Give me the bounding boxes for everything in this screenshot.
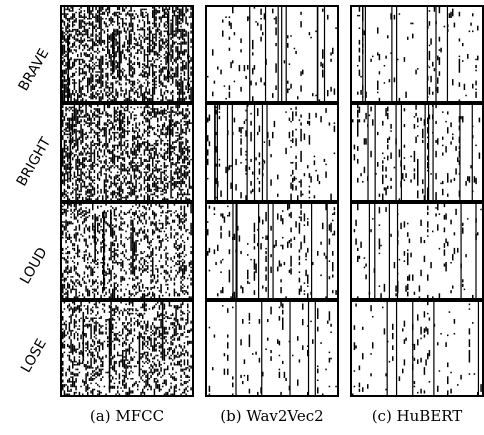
raster-texture	[62, 302, 192, 395]
panel-hubert-bright	[350, 103, 484, 202]
panel-hubert-loud	[350, 202, 484, 300]
row-label-brave: BRAVE	[15, 46, 53, 94]
panel-hubert-lose	[350, 300, 484, 397]
caption-hubert: (c) HuBERT	[371, 407, 463, 425]
row-label-lose: LOSE	[18, 336, 50, 376]
panel-wav2vec2-brave	[205, 5, 339, 103]
raster-texture	[352, 105, 481, 200]
caption-mfcc: (a) MFCC	[89, 407, 165, 425]
raster-texture	[357, 7, 479, 101]
panel-mfcc-lose	[60, 300, 194, 397]
raster-texture	[62, 204, 192, 298]
panel-hubert-brave	[350, 5, 484, 103]
raster-texture	[352, 302, 482, 395]
raster-texture	[62, 105, 192, 200]
caption-wav2vec2: (b) Wav2Vec2	[220, 407, 324, 425]
raster-texture	[207, 204, 337, 298]
raster-texture	[207, 105, 336, 200]
raster-texture	[62, 7, 192, 101]
raster-texture	[207, 7, 337, 101]
panel-wav2vec2-loud	[205, 202, 339, 300]
row-label-bright: BRIGHT	[13, 134, 55, 190]
panel-wav2vec2-lose	[205, 300, 339, 397]
row-label-loud: LOUD	[17, 244, 51, 288]
raster-texture	[353, 204, 482, 298]
panel-mfcc-brave	[60, 5, 194, 103]
raster-texture	[208, 302, 337, 395]
panel-wav2vec2-bright	[205, 103, 339, 202]
panel-mfcc-loud	[60, 202, 194, 300]
panel-mfcc-bright	[60, 103, 194, 202]
